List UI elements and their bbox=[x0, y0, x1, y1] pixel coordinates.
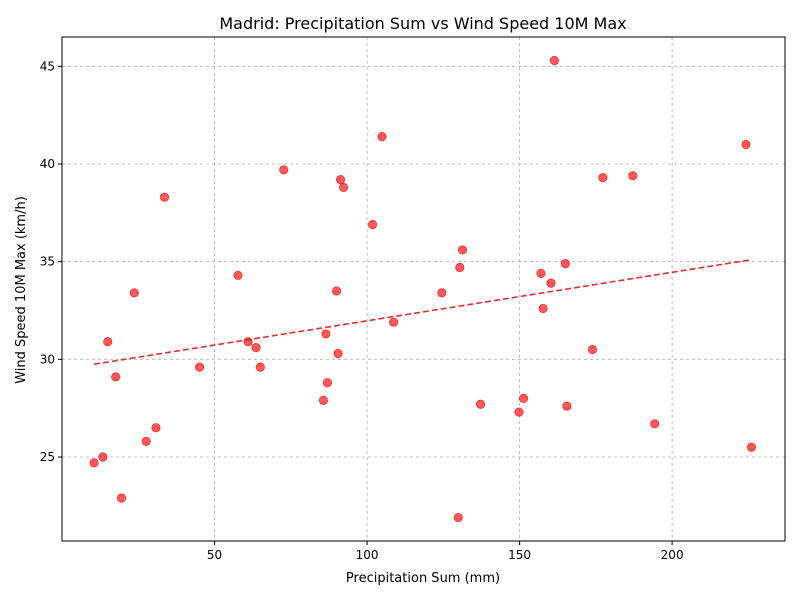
data-point bbox=[194, 362, 205, 372]
data-point bbox=[587, 344, 598, 355]
plot-frame bbox=[61, 36, 786, 542]
data-point bbox=[518, 393, 529, 403]
y-tick-label: 30 bbox=[40, 352, 55, 366]
x-tick-label: 100 bbox=[356, 548, 379, 562]
data-point bbox=[159, 192, 170, 202]
data-point bbox=[514, 407, 524, 417]
x-tick-label: 200 bbox=[661, 548, 684, 562]
grid-lines bbox=[62, 37, 785, 541]
data-point bbox=[321, 329, 331, 339]
data-point bbox=[598, 173, 608, 183]
data-point bbox=[389, 317, 399, 327]
data-point bbox=[562, 401, 572, 411]
data-point bbox=[367, 219, 378, 230]
data-point bbox=[243, 337, 253, 347]
y-tick-label: 40 bbox=[40, 157, 55, 171]
data-point bbox=[746, 442, 757, 452]
y-tick-label: 45 bbox=[40, 59, 55, 73]
data-point bbox=[103, 337, 113, 347]
data-point bbox=[457, 245, 468, 255]
trendline bbox=[93, 258, 752, 365]
data-point bbox=[628, 171, 638, 181]
data-point bbox=[453, 512, 463, 523]
data-point bbox=[741, 139, 751, 150]
data-point bbox=[538, 303, 548, 314]
y-ticks: 25 30 35 40 45 bbox=[40, 59, 62, 464]
data-point bbox=[89, 458, 99, 468]
x-tick-label: 50 bbox=[207, 548, 222, 562]
x-ticks: 50 100 150 200 bbox=[207, 541, 684, 562]
data-point bbox=[322, 378, 333, 388]
data-point bbox=[111, 372, 121, 382]
points-layer bbox=[89, 55, 757, 523]
data-point bbox=[318, 395, 329, 405]
chart-title: Madrid: Precipitation Sum vs Wind Speed … bbox=[219, 14, 626, 33]
data-point bbox=[129, 288, 139, 298]
data-point bbox=[560, 259, 570, 269]
data-point bbox=[475, 399, 486, 409]
data-point bbox=[333, 348, 343, 359]
y-axis-label: Wind Speed 10M Max (km/h) bbox=[14, 196, 29, 384]
data-point bbox=[335, 175, 346, 185]
data-point bbox=[338, 182, 349, 193]
data-point bbox=[255, 362, 265, 372]
y-tick-label: 35 bbox=[40, 255, 55, 269]
data-point bbox=[437, 288, 447, 298]
data-point bbox=[455, 262, 465, 273]
data-point bbox=[549, 55, 559, 66]
x-tick-label: 150 bbox=[508, 548, 531, 562]
data-point bbox=[141, 436, 151, 446]
data-point bbox=[536, 268, 546, 278]
data-point bbox=[546, 278, 556, 288]
data-point bbox=[650, 419, 660, 429]
data-point bbox=[251, 343, 261, 353]
data-point bbox=[279, 165, 289, 175]
data-point bbox=[377, 132, 387, 142]
y-tick-label: 25 bbox=[40, 450, 55, 464]
trendline-layer bbox=[93, 258, 752, 365]
data-point bbox=[151, 423, 161, 433]
x-axis-label: Precipitation Sum (mm) bbox=[346, 571, 500, 586]
data-point bbox=[233, 270, 243, 280]
data-point bbox=[116, 493, 127, 503]
data-point bbox=[331, 286, 342, 296]
data-point bbox=[98, 452, 108, 462]
